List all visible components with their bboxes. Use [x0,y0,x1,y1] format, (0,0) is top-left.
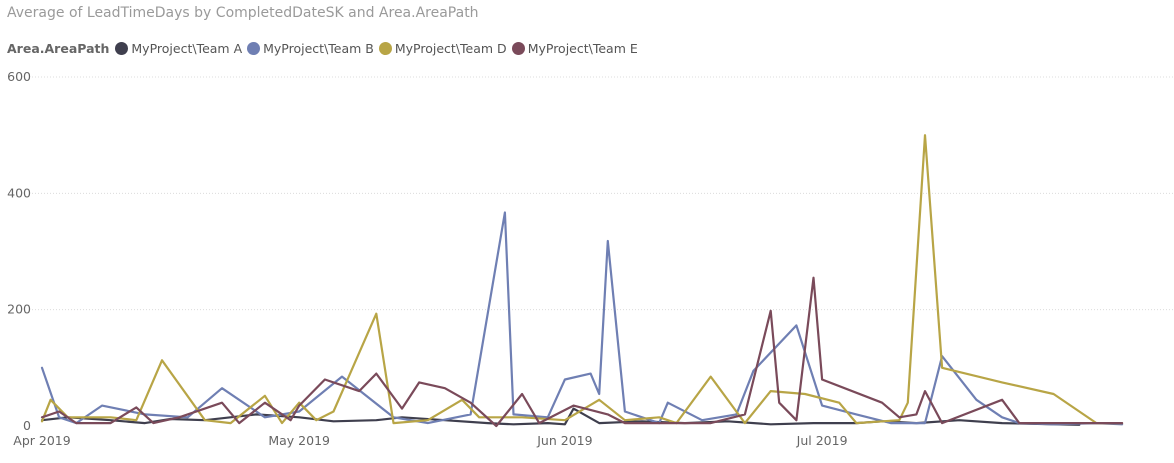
legend: Area.AreaPath MyProject\Team A MyProject… [7,39,643,57]
legend-item-team-d[interactable]: MyProject\Team D [378,40,507,56]
legend-marker-team-a [115,41,129,55]
x-tick-label: Jul 2019 [796,433,848,448]
series-line-myproject-team-b [40,211,1124,426]
x-tick-label: Jun 2019 [536,433,592,448]
y-tick-label: 0 [23,418,31,433]
legend-item-team-b[interactable]: MyProject\Team B [247,41,374,56]
y-tick-label: 200 [7,302,31,317]
legend-marker-team-e [511,41,525,55]
legend-item-team-e[interactable]: MyProject\Team E [511,40,638,56]
legend-item-team-a[interactable]: MyProject\Team A [115,41,242,56]
chart-title: Average of LeadTimeDays by CompletedDate… [7,5,479,21]
x-tick-label: Apr 2019 [13,433,70,448]
legend-label-team-d: MyProject\Team D [394,40,507,56]
y-tick-label: 600 [7,69,31,84]
legend-marker-team-b [247,41,261,55]
legend-label-team-e: MyProject\Team E [527,40,638,56]
x-tick-label: May 2019 [268,433,330,448]
series-line-myproject-team-e [40,276,1124,428]
legend-label-team-b: MyProject\Team B [263,40,374,56]
series-line-myproject-team-d [40,134,1124,425]
legend-label-team-a: MyProject\Team A [131,40,243,56]
y-tick-label: 400 [7,185,31,200]
legend-marker-team-d [378,41,392,55]
legend-title: Area.AreaPath [7,40,110,56]
